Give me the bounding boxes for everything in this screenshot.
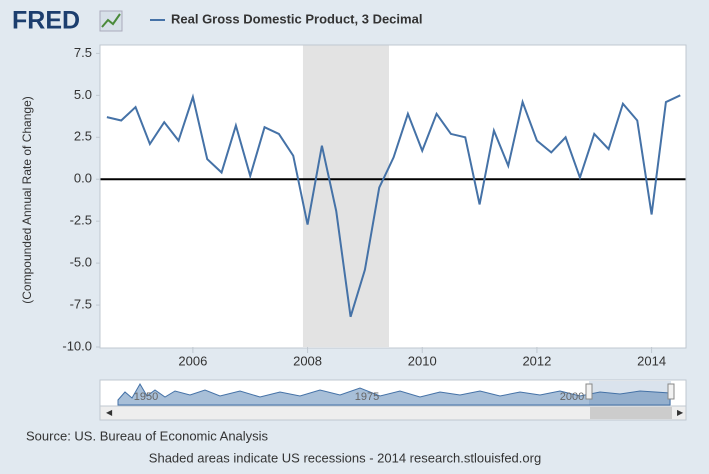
x-tick-label: 2006 bbox=[178, 353, 207, 368]
x-tick-label: 2012 bbox=[522, 353, 551, 368]
navigator-label: 1950 bbox=[134, 391, 158, 403]
svg-text:▶: ▶ bbox=[677, 408, 684, 417]
y-axis-label: (Compounded Annual Rate of Change) bbox=[20, 96, 34, 303]
recession-band bbox=[302, 45, 389, 347]
y-tick-label: 5.0 bbox=[74, 87, 92, 102]
source: Source: US. Bureau of Economic Analysis bbox=[26, 428, 269, 443]
note: Shaded areas indicate US recessions - 20… bbox=[149, 450, 541, 465]
y-tick-label: 7.5 bbox=[74, 45, 92, 60]
navigator-label: 2000 bbox=[560, 391, 584, 403]
x-tick-label: 2010 bbox=[408, 353, 437, 368]
x-tick-label: 2014 bbox=[637, 353, 666, 368]
svg-text:◀: ◀ bbox=[106, 408, 113, 417]
plot-border bbox=[99, 44, 687, 349]
y-tick-label: -10.0 bbox=[62, 338, 92, 353]
y-tick-label: 0.0 bbox=[74, 171, 92, 186]
navigator: ◀ ▶ 1950 1975 2000 bbox=[99, 379, 687, 421]
y-tick-label: -2.5 bbox=[70, 213, 92, 228]
logo: FRED bbox=[12, 7, 80, 35]
plot-area bbox=[100, 45, 686, 348]
series-line bbox=[106, 93, 681, 318]
y-tick-label: 2.5 bbox=[74, 129, 92, 144]
y-tick-label: -7.5 bbox=[70, 296, 92, 311]
y-tick-label: -5.0 bbox=[70, 255, 92, 270]
logo-icon bbox=[99, 10, 123, 32]
legend-label: Real Gross Domestic Product, 3 Decimal bbox=[171, 11, 422, 26]
x-tick-label: 2008 bbox=[293, 353, 322, 368]
navigator-label: 1975 bbox=[355, 391, 379, 403]
